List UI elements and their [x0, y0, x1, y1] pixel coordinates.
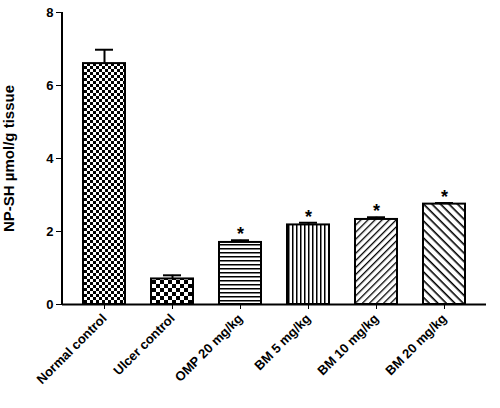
svg-text:*: *	[237, 224, 244, 244]
svg-text:2: 2	[46, 224, 53, 239]
svg-text:BM 10 mg/kg: BM 10 mg/kg	[314, 311, 381, 378]
svg-text:6: 6	[46, 78, 53, 93]
svg-text:BM 5 mg/kg: BM 5 mg/kg	[251, 311, 313, 373]
svg-text:4: 4	[46, 151, 54, 166]
svg-text:*: *	[373, 201, 380, 221]
svg-text:NP-SH µmol/g tissue: NP-SH µmol/g tissue	[0, 85, 17, 232]
svg-text:Normal control: Normal control	[34, 311, 110, 387]
svg-text:BM 20 mg/kg: BM 20 mg/kg	[382, 311, 449, 378]
svg-text:*: *	[305, 207, 312, 227]
svg-text:8: 8	[46, 5, 53, 20]
svg-text:0: 0	[46, 297, 53, 312]
svg-text:Ulcer control: Ulcer control	[110, 311, 177, 378]
svg-text:*: *	[441, 187, 448, 207]
svg-text:OMP 20 mg/kg: OMP 20 mg/kg	[172, 311, 246, 385]
